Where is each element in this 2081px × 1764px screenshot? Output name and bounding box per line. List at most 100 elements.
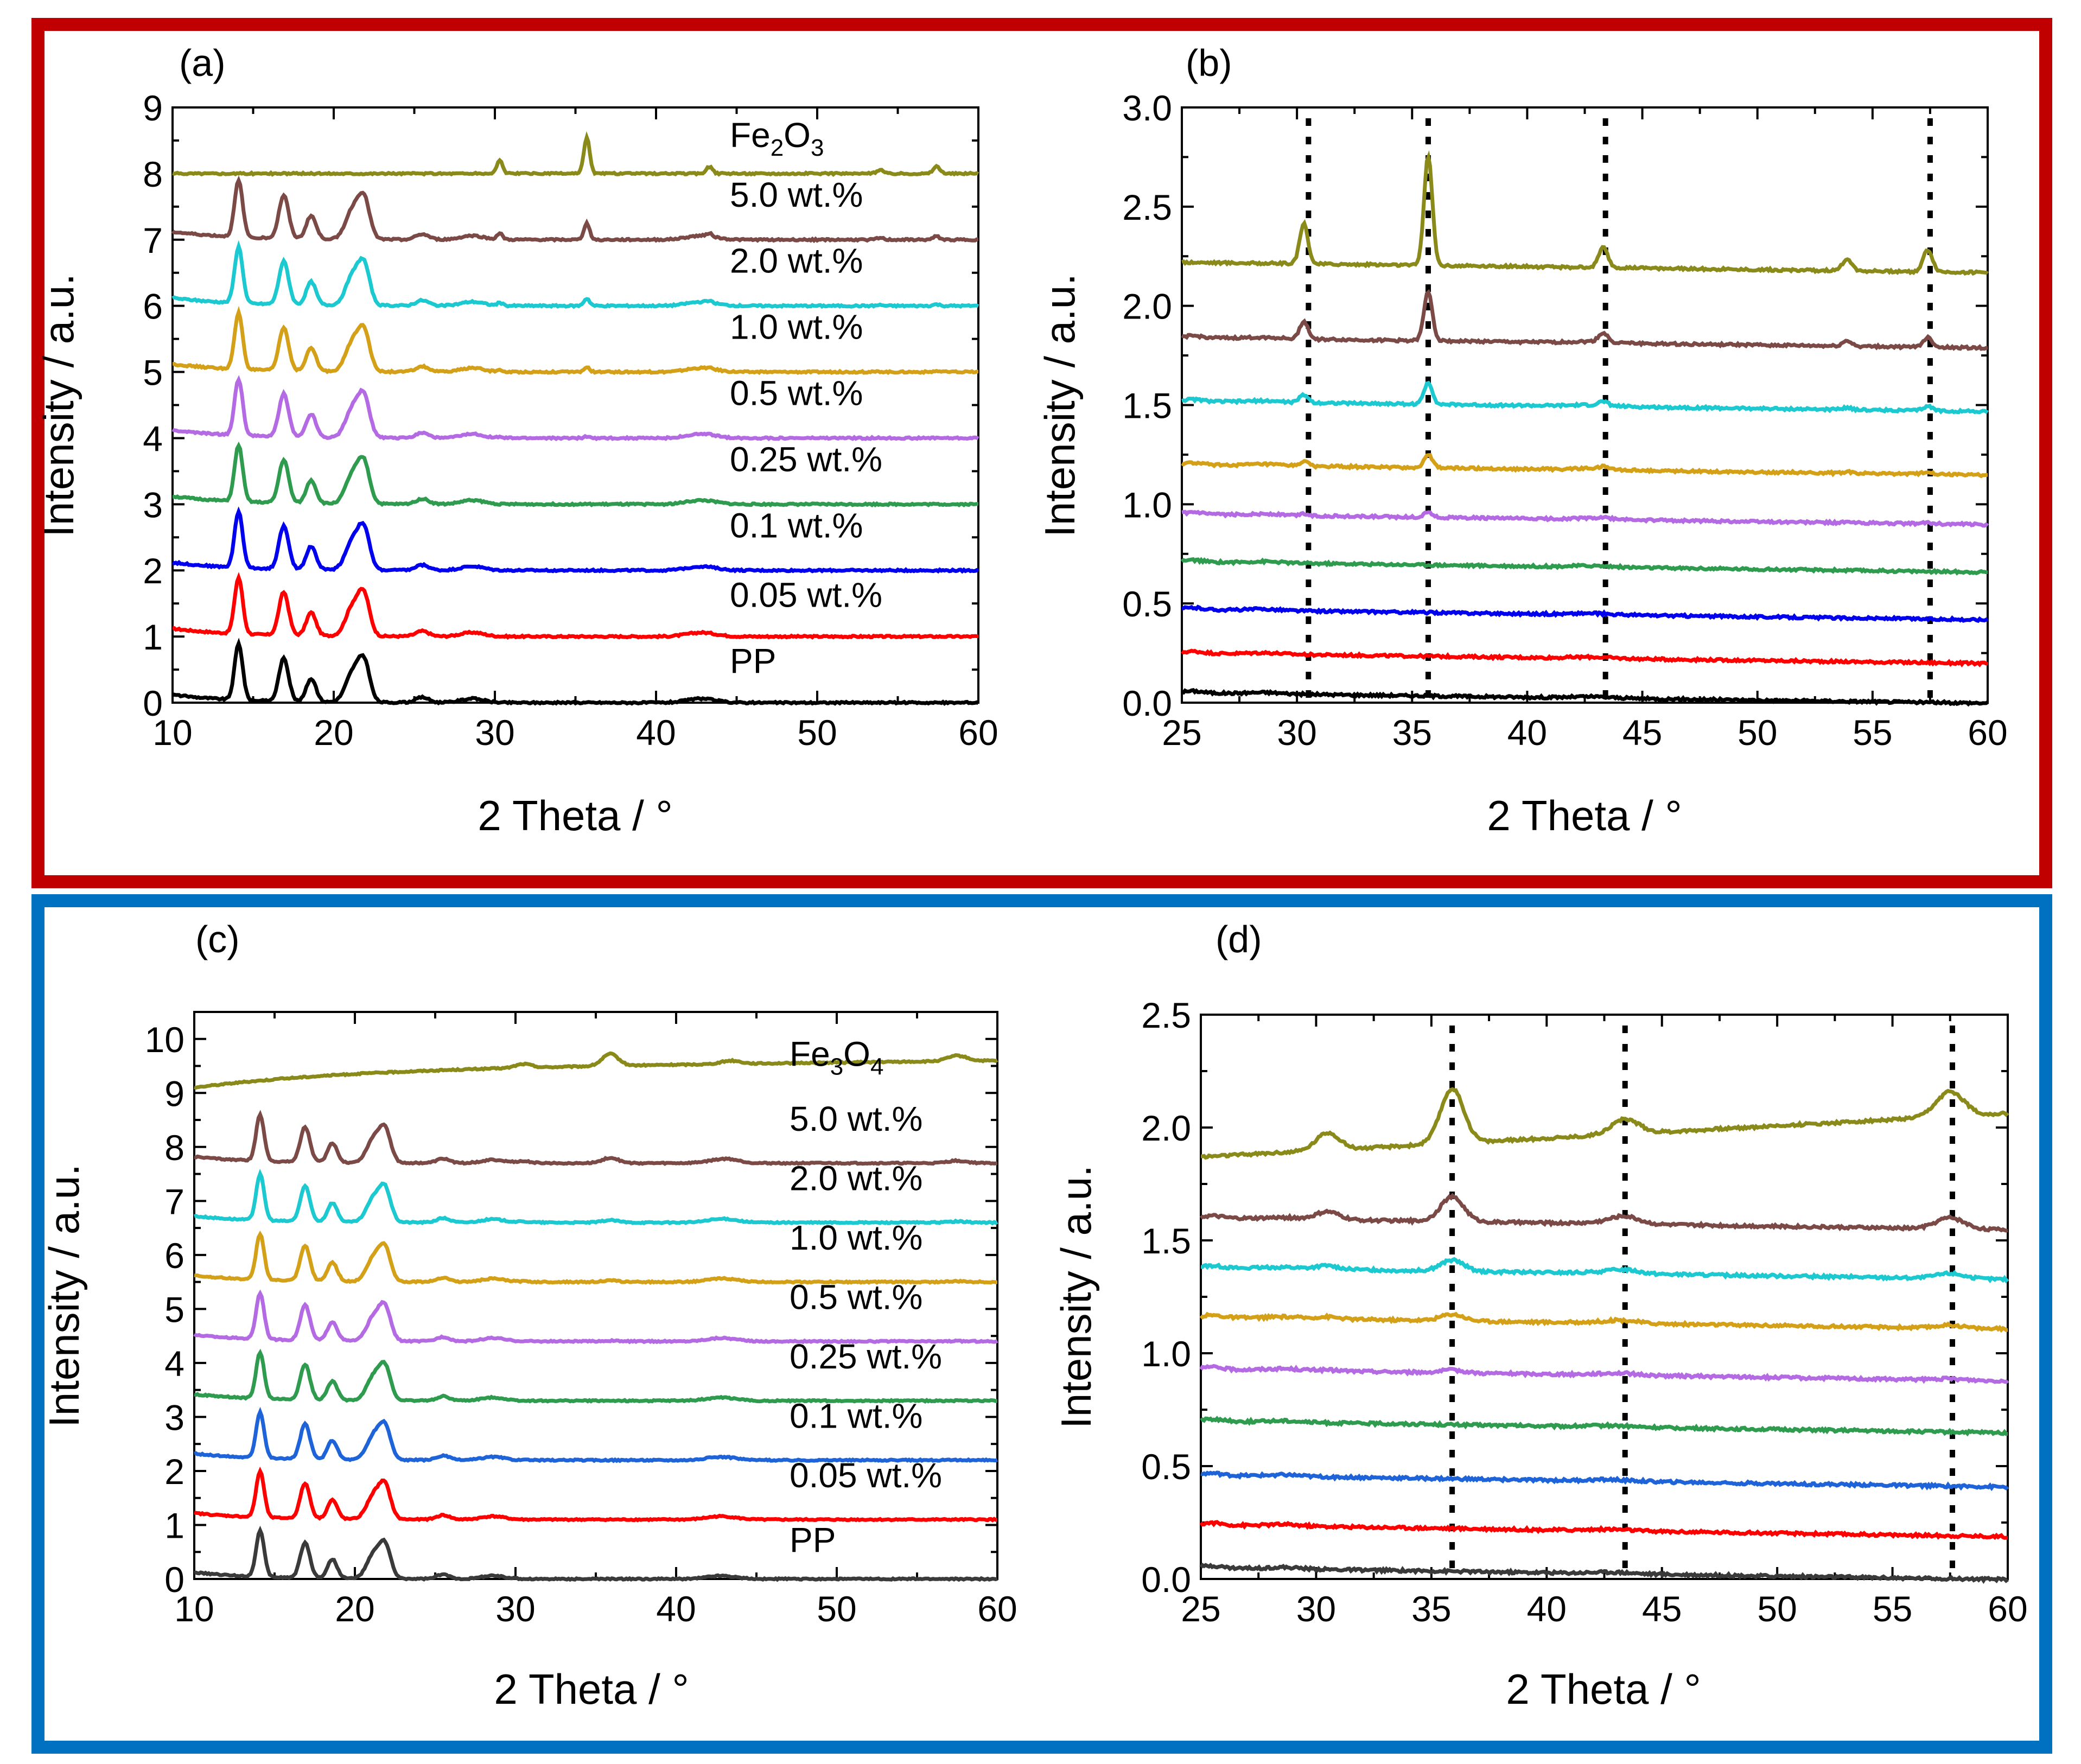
x-tick-label: 50 — [797, 712, 837, 753]
x-tick-label: 20 — [314, 712, 353, 753]
y-tick-label: 2.5 — [1122, 187, 1172, 227]
series-label: Fe3O4 — [790, 1035, 883, 1080]
y-tick-label: 8 — [164, 1128, 184, 1168]
series-line — [193, 1289, 998, 1345]
series-line — [171, 240, 979, 309]
series-line — [194, 1466, 998, 1523]
bottom-panel-frame — [31, 894, 2052, 1754]
series-line — [1200, 1416, 2008, 1437]
series-label: 5.0 wt.% — [790, 1099, 922, 1138]
series-line — [1200, 1087, 2009, 1160]
x-tick-label: 25 — [1162, 712, 1201, 753]
series-line — [172, 441, 979, 508]
y-tick-label: 5 — [164, 1289, 184, 1329]
series-line — [172, 131, 979, 177]
y-tick-label: 0 — [143, 683, 163, 723]
series-line — [171, 375, 979, 442]
y-tick-label: 0.5 — [1122, 584, 1172, 624]
series-label: 0.05 wt.% — [730, 575, 882, 614]
series-line — [1200, 1257, 2009, 1284]
x-tick-label: 40 — [1507, 712, 1547, 753]
series-label: 0.1 wt.% — [730, 506, 863, 545]
y-tick-label: 9 — [143, 88, 163, 128]
x-tick-label: 45 — [1642, 1589, 1682, 1629]
panel-c: 10 20 30 40 50 60 0 1 2 3 4 5 6 7 8 9 10 2 Theta / ° Inten… — [40, 918, 1017, 1713]
panel-a: 10 20 30 40 50 60 0 1 2 3 4 5 6 7 8 9 2 Theta / ° Intensi… — [35, 42, 998, 839]
series-line — [1181, 380, 1989, 415]
series-line — [1199, 1311, 2008, 1333]
y-axis-title: Intensity / a.u. — [35, 273, 82, 537]
panel-letter: (a) — [179, 42, 226, 84]
y-tick-label: 2.0 — [1141, 1108, 1191, 1148]
series-line — [1200, 1470, 2009, 1492]
y-tick-label: 7 — [164, 1181, 184, 1221]
x-axis-title: 2 Theta / ° — [478, 792, 672, 839]
series-label: Fe2O3 — [730, 116, 824, 161]
series-label: PP — [730, 641, 776, 680]
series-line — [171, 638, 979, 706]
y-tick-label: 2.5 — [1141, 995, 1191, 1035]
x-tick-label: 30 — [475, 712, 514, 753]
y-tick-label: 2.0 — [1122, 286, 1172, 327]
x-tick-label: 30 — [495, 1589, 535, 1629]
x-tick-label: 60 — [1988, 1589, 2027, 1629]
x-tick-label: 30 — [1277, 712, 1316, 753]
x-tick-label: 55 — [1873, 1589, 1912, 1629]
series-line — [1181, 150, 1989, 276]
y-tick-label: 1 — [143, 617, 163, 657]
axes-frame — [1200, 1014, 2009, 1580]
series-line — [1181, 289, 1988, 351]
series-line — [194, 1525, 998, 1582]
y-tick-label: 1.5 — [1141, 1221, 1191, 1261]
series-line — [1181, 510, 1989, 528]
x-tick-label: 40 — [636, 712, 676, 753]
series-line — [193, 1169, 998, 1226]
y-tick-label: 2 — [143, 551, 163, 591]
y-tick-label: 1.5 — [1122, 386, 1172, 426]
x-tick-label: 35 — [1411, 1589, 1451, 1629]
x-tick-label: 20 — [335, 1589, 374, 1629]
y-tick-label: 3 — [143, 485, 163, 525]
x-tick-label: 60 — [1968, 712, 2007, 753]
y-tick-label: 2 — [164, 1451, 184, 1492]
y-tick-label: 0.5 — [1141, 1447, 1191, 1487]
series-line — [1199, 1193, 2008, 1233]
y-axis-title: Intensity / a.u. — [40, 1164, 88, 1428]
x-tick-label: 10 — [174, 1589, 214, 1629]
x-tick-label: 25 — [1181, 1589, 1220, 1629]
series-line — [194, 1051, 998, 1090]
series-line — [172, 305, 978, 375]
series-line — [172, 572, 979, 640]
series-label: 0.5 wt.% — [730, 374, 863, 413]
y-tick-label: 0 — [164, 1559, 184, 1600]
y-tick-label: 7 — [143, 220, 163, 260]
y-tick-label: 3.0 — [1122, 88, 1172, 128]
y-tick-label: 9 — [164, 1073, 184, 1113]
series-line — [171, 175, 979, 244]
x-tick-label: 55 — [1853, 712, 1892, 753]
x-axis-title: 2 Theta / ° — [494, 1665, 689, 1713]
series-label: 5.0 wt.% — [730, 175, 863, 214]
series-line — [1199, 1364, 2009, 1384]
series-label: 2.0 wt.% — [730, 241, 863, 281]
x-axis-title: 2 Theta / ° — [1506, 1665, 1701, 1713]
y-tick-label: 1.0 — [1141, 1334, 1191, 1374]
series-line — [1181, 453, 1988, 479]
series-line — [1199, 1563, 2009, 1584]
top-panel-frame — [31, 18, 2052, 888]
x-tick-label: 40 — [656, 1589, 696, 1629]
panel-letter: (c) — [195, 918, 240, 960]
x-tick-label: 30 — [1296, 1589, 1336, 1629]
series-label: 0.25 wt.% — [730, 440, 882, 479]
x-tick-label: 50 — [1738, 712, 1777, 753]
y-tick-label: 4 — [164, 1343, 184, 1384]
y-tick-label: 1.0 — [1122, 485, 1172, 525]
y-tick-label: 0.0 — [1122, 683, 1172, 723]
x-tick-label: 35 — [1392, 712, 1432, 753]
series-line — [1180, 648, 1988, 667]
x-tick-label: 10 — [152, 712, 192, 753]
series-line — [1181, 604, 1989, 623]
panel-letter: (d) — [1215, 918, 1262, 960]
y-tick-label: 3 — [164, 1397, 184, 1437]
